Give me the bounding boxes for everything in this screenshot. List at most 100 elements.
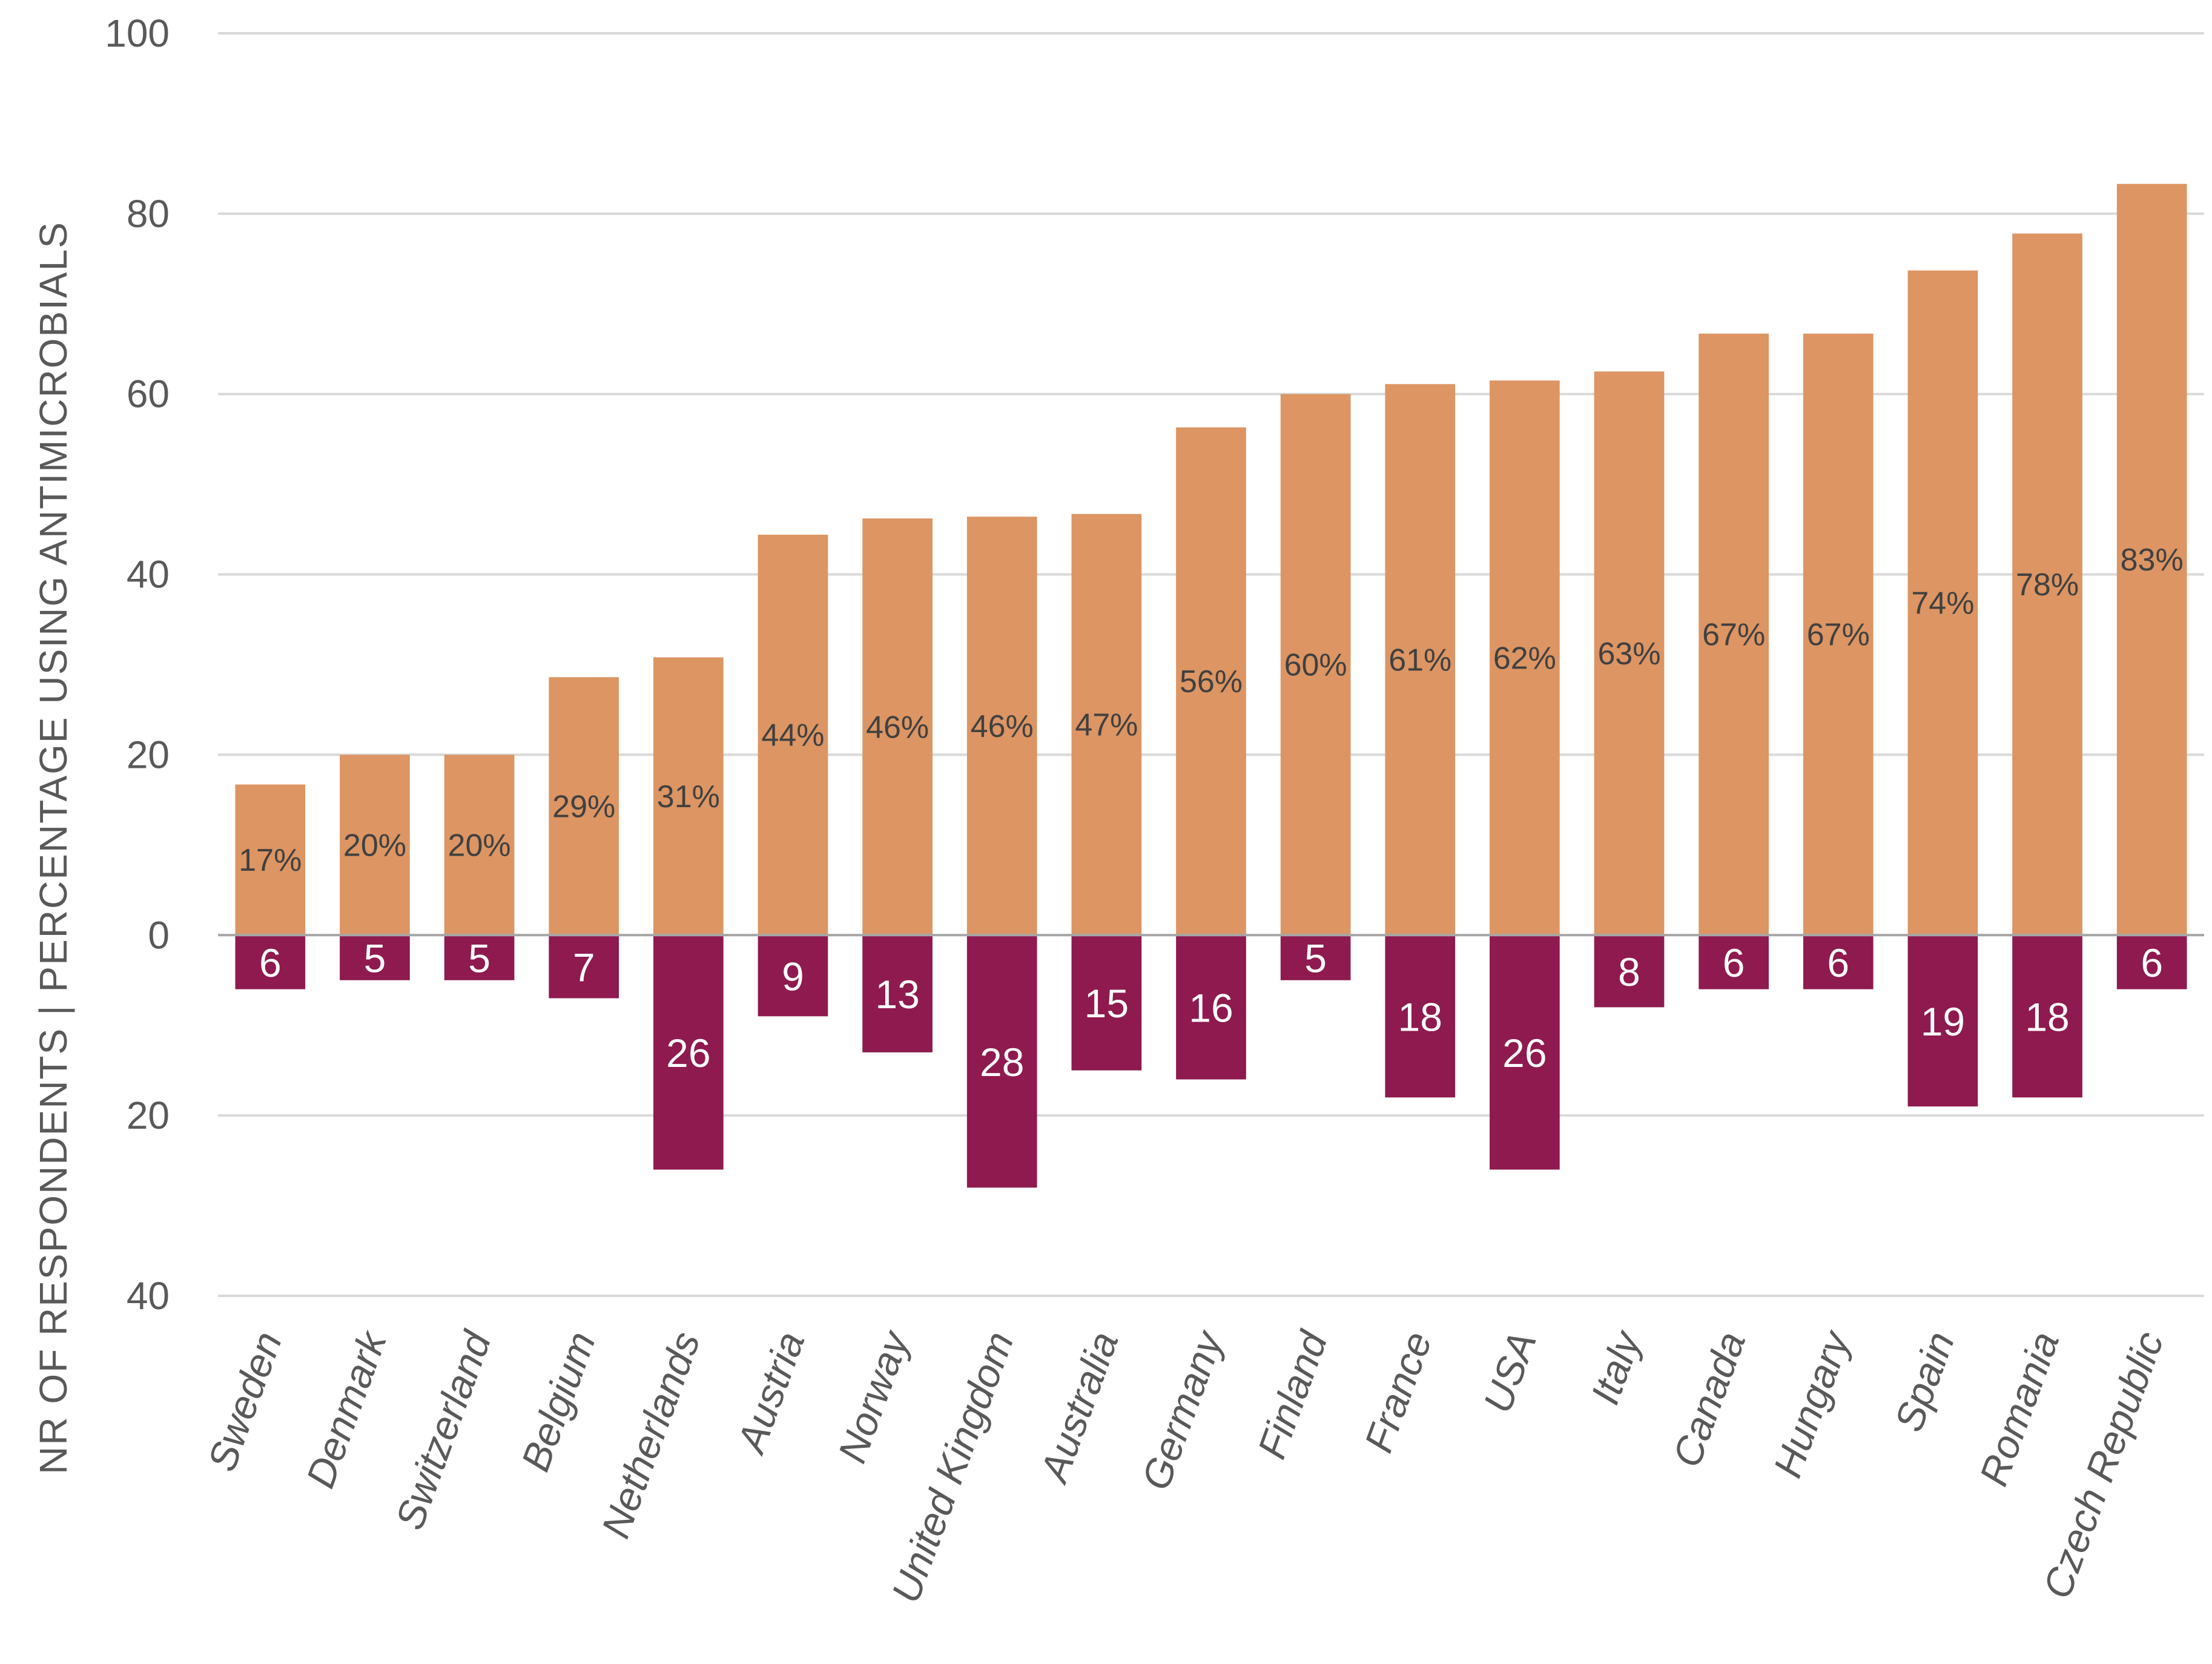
bar-percentage [1907,270,1978,936]
bar-respondents [2012,935,2082,1098]
bar-respondents [2116,935,2187,989]
percentage-label: 46% [971,709,1034,744]
x-category-label: Romania [1970,1326,2067,1491]
percentage-label: 31% [657,779,720,814]
respondents-label: 9 [782,954,804,999]
bar-percentage [1280,394,1351,936]
bar-respondents [1071,935,1142,1071]
x-category-label: Norway [829,1324,918,1468]
data-labels: 17% 6 20% 5 20% 5 29% 7 31% 26 44% 9 46% 13 46% 28 47% 15… [239,543,2183,1085]
x-category-label: Sweden [199,1326,290,1476]
y-axis-ticks: 100 80 60 40 20 0 20 40 [105,12,170,1318]
y-tick-label: 40 [127,553,170,596]
y-tick-label: 20 [127,1094,170,1137]
bar-respondents [1490,935,1560,1170]
y-tick-label: 20 [127,733,170,776]
x-category-label: Finland [1249,1324,1336,1464]
x-category-label: Hungary [1765,1324,1859,1483]
percentage-label: 78% [2016,567,2079,603]
respondents-label: 6 [2141,940,2163,985]
respondents-label: 18 [2025,994,2069,1039]
bar-percentage [966,517,1037,936]
x-category-label: Italy [1582,1324,1650,1410]
bar-percentage [1071,513,1142,936]
x-category-label: France [1356,1326,1441,1458]
y-tick-label: 0 [148,913,170,957]
respondents-label: 5 [468,936,490,981]
percentage-label: 74% [1911,586,1974,621]
respondents-label: 6 [259,940,282,985]
percentage-label: 29% [552,789,615,824]
bar-respondents [1176,935,1246,1080]
respondents-label: 8 [1618,949,1640,994]
x-category-label: Austria [727,1326,813,1460]
x-category-label: Netherlands [593,1326,708,1543]
respondents-label: 18 [1398,994,1442,1039]
bar-percentage [235,784,306,936]
x-category-label: Australia [1031,1326,1127,1489]
bar-percentage [1803,333,1874,936]
respondents-label: 13 [875,972,919,1017]
bar-respondents [1594,935,1665,1008]
percentage-label: 46% [866,710,929,745]
percentage-label: 60% [1284,648,1347,683]
x-category-label: Denmark [297,1324,395,1494]
percentage-label: 44% [761,718,824,753]
x-category-label: Germany [1133,1324,1232,1496]
bar-percentage [2012,233,2082,936]
bar-respondents [1803,935,1874,989]
bar-respondents [1385,935,1456,1098]
percentage-label: 61% [1388,642,1451,678]
respondents-label: 26 [1502,1031,1547,1075]
bar-percentage [2116,183,2187,936]
percentage-label: 83% [2121,543,2184,578]
percentage-label: 47% [1075,708,1138,743]
bar-respondents [1280,935,1351,980]
respondents-label: 15 [1085,981,1129,1026]
y-tick-label: 80 [127,192,170,236]
bar-respondents [444,935,515,980]
bar-respondents [758,935,828,1017]
bar-percentage [1176,427,1246,936]
bar-percentage [340,754,410,936]
bar-percentage [862,518,933,936]
bar-respondents [235,935,306,989]
y-axis-label: NR OF RESPONDENTS | PERCENTAGE USING ANT… [31,221,75,1474]
x-category-label: Spain [1886,1326,1963,1437]
respondents-label: 5 [364,936,386,981]
bar-percentage [1699,333,1769,936]
respondents-label: 7 [573,945,595,989]
respondents-label: 16 [1189,985,1233,1030]
bar-percentage [1594,371,1665,936]
percentage-label: 67% [1702,618,1765,653]
bar-respondents [340,935,410,980]
percentage-label: 62% [1493,641,1556,676]
respondents-label: 6 [1723,940,1745,985]
bar-respondents [549,935,619,999]
y-tick-label: 60 [127,372,170,416]
percentage-label: 17% [239,843,302,878]
percentage-label: 56% [1180,664,1243,699]
bar-respondents [862,935,933,1052]
respondents-label: 28 [980,1040,1024,1085]
bar-respondents [966,935,1037,1188]
bars [235,183,2187,1188]
bar-respondents [1907,935,1978,1107]
respondents-label: 19 [1921,999,1965,1044]
bar-respondents [1699,935,1769,989]
respondents-label: 5 [1304,936,1327,981]
respondents-label: 6 [1827,940,1849,985]
respondents-label: 26 [666,1031,710,1075]
bar-percentage [444,754,515,936]
bar-percentage [1490,380,1560,936]
percentage-label: 20% [343,828,406,863]
x-category-label: USA [1474,1326,1545,1418]
x-category-label: Switzerland [387,1324,500,1535]
x-category-label: Belgium [512,1326,604,1476]
bar-percentage [758,535,828,936]
bar-respondents [653,935,724,1170]
bar-percentage [1385,384,1456,936]
percentage-label: 67% [1807,618,1870,653]
